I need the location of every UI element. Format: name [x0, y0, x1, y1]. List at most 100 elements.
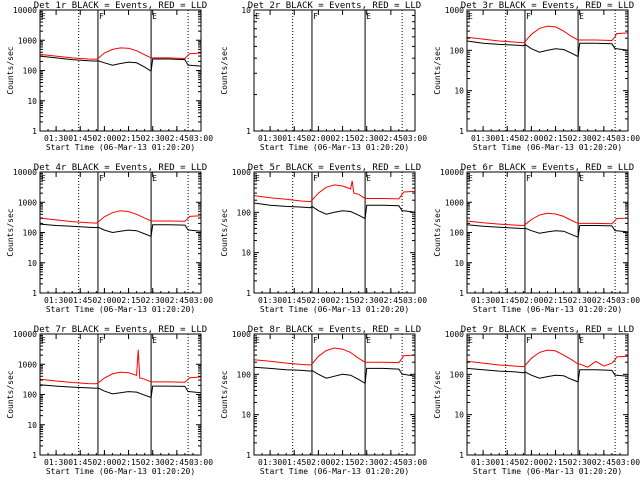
y-tick-label: 1 — [459, 451, 464, 460]
x-tick-label: 02:45 — [379, 458, 403, 467]
x-tick-label: 01:45 — [282, 134, 306, 143]
lld-series-line — [466, 212, 629, 227]
x-tick-label: 01:45 — [68, 458, 92, 467]
x-tick-label: 01:45 — [68, 296, 92, 305]
y-axis-label: Counts/sec — [220, 46, 229, 94]
x-tick-label: 02:45 — [379, 134, 403, 143]
events-series-line — [253, 366, 416, 385]
events-series-line — [39, 55, 202, 73]
plot-frame — [39, 171, 202, 294]
segment-marker-label: E — [579, 336, 584, 345]
y-tick-label: 100 — [23, 67, 38, 76]
y-axis-label: Counts/sec — [220, 370, 229, 418]
y-axis-label: Counts/sec — [6, 370, 15, 418]
y-tick-label: 10 — [241, 249, 251, 258]
panel-title: Det 1r BLACK = Events, RED = LLD — [34, 1, 207, 11]
x-tick-label: 02:15 — [117, 296, 141, 305]
y-tick-label: 10000 — [13, 330, 37, 339]
segment-marker-label: E — [579, 174, 584, 183]
x-tick-label: 02:30 — [355, 134, 379, 143]
segment-marker-label: F — [526, 12, 531, 21]
segment-marker-label: F — [99, 12, 104, 21]
x-tick-label: 03:00 — [616, 458, 640, 467]
lld-series-line — [253, 180, 416, 203]
y-tick-label: 1 — [32, 289, 37, 298]
y-tick-label: 10 — [454, 259, 464, 268]
panel-title: Det 2r BLACK = Events, RED = LLD — [248, 1, 421, 11]
events-series-line — [39, 384, 202, 399]
events-series-line — [466, 224, 629, 238]
y-tick-label: 10 — [241, 411, 251, 420]
y-tick-label: 1 — [459, 127, 464, 136]
x-tick-label: 01:30 — [44, 134, 68, 143]
y-tick-label: 100 — [237, 370, 252, 379]
x-tick-label: 02:45 — [165, 134, 189, 143]
x-tick-label: 02:00 — [519, 296, 543, 305]
y-tick-label: 10 — [27, 97, 37, 106]
x-tick-label: 02:00 — [519, 134, 543, 143]
x-tick-label: 02:00 — [306, 296, 330, 305]
x-tick-label: 02:30 — [568, 458, 592, 467]
segment-marker-label: F — [313, 12, 318, 21]
segment-marker-label: E — [468, 12, 473, 21]
y-axis-label: Counts/sec — [220, 208, 229, 256]
panel-title: Det 8r BLACK = Events, RED = LLD — [248, 325, 421, 335]
y-tick-label: 1000 — [18, 198, 37, 207]
events-series-line — [39, 223, 202, 237]
x-tick-label: 02:45 — [592, 296, 616, 305]
y-axis-label: Counts/sec — [433, 208, 442, 256]
x-tick-label: 02:45 — [592, 458, 616, 467]
y-tick-label: 1000 — [18, 36, 37, 45]
y-tick-label: 10 — [27, 421, 37, 430]
lld-series-line — [253, 347, 416, 366]
events-series-line — [466, 40, 629, 58]
y-tick-label: 100 — [450, 229, 465, 238]
y-axis-label: Counts/sec — [433, 370, 442, 418]
x-tick-label: 02:45 — [165, 458, 189, 467]
segment-marker-label: E — [255, 12, 260, 21]
segment-marker-label: E — [152, 174, 157, 183]
x-tick-label: 02:00 — [306, 134, 330, 143]
x-tick-label: 03:00 — [189, 134, 213, 143]
x-tick-label: 01:45 — [495, 296, 519, 305]
y-axis-label: Counts/sec — [6, 46, 15, 94]
segment-marker-label: E — [255, 174, 260, 183]
y-tick-label: 100 — [450, 46, 465, 55]
segment-marker-label: E — [366, 12, 371, 21]
x-tick-label: 02:15 — [117, 458, 141, 467]
x-tick-label: 01:30 — [258, 458, 282, 467]
y-axis-label: Counts/sec — [433, 46, 442, 94]
x-tick-label: 01:45 — [282, 458, 306, 467]
x-tick-label: 03:00 — [616, 296, 640, 305]
y-tick-label: 1 — [246, 127, 251, 136]
x-tick-label: 02:15 — [117, 134, 141, 143]
x-axis-label: Start Time (06-Mar-13 01:20:20) — [260, 143, 409, 152]
plot-frame — [466, 171, 629, 294]
x-tick-label: 01:30 — [258, 134, 282, 143]
y-axis-label: Counts/sec — [6, 208, 15, 256]
x-tick-label: 02:45 — [592, 134, 616, 143]
x-tick-label: 02:30 — [141, 458, 165, 467]
x-tick-label: 02:00 — [92, 134, 116, 143]
segment-marker-label: E — [152, 336, 157, 345]
panel-title: Det 4r BLACK = Events, RED = LLD — [34, 163, 207, 173]
x-tick-label: 01:30 — [471, 296, 495, 305]
y-tick-label: 10 — [241, 6, 251, 15]
y-tick-label: 1 — [246, 451, 251, 460]
y-tick-label: 1000 — [232, 330, 251, 339]
x-tick-label: 02:00 — [519, 458, 543, 467]
x-tick-label: 02:15 — [331, 458, 355, 467]
plot-frame — [39, 333, 202, 456]
x-tick-label: 03:00 — [616, 134, 640, 143]
segment-marker-label: E — [152, 12, 157, 21]
x-tick-label: 02:30 — [355, 296, 379, 305]
y-tick-label: 1000 — [232, 168, 251, 177]
segment-marker-label: E — [41, 174, 46, 183]
segment-marker-label: E — [468, 336, 473, 345]
plot-frame — [253, 171, 416, 294]
